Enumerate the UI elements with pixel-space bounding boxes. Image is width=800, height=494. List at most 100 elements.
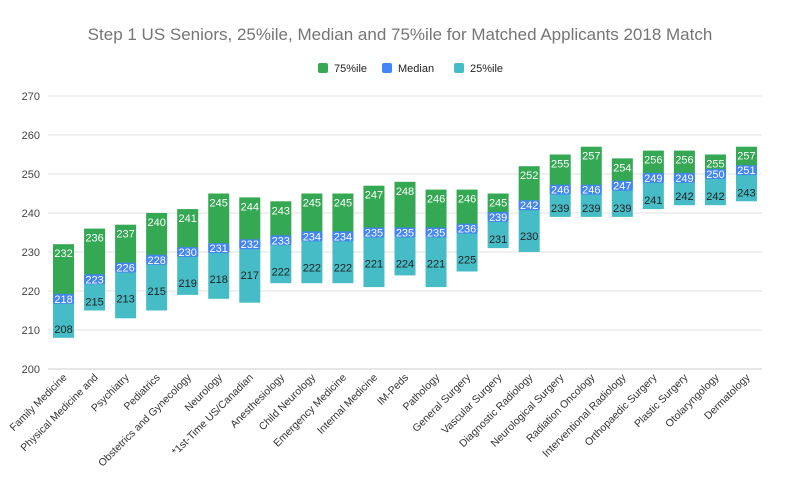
bar-25pct (115, 267, 137, 319)
bar-group: 245 239 231 (487, 193, 509, 249)
label-75pct: 246 (458, 194, 476, 206)
label-25pct: 215 (147, 286, 165, 298)
label-median: 242 (520, 200, 538, 212)
bar-group: 236 223 215 (84, 228, 106, 311)
bar-25pct (735, 170, 757, 202)
label-median: 251 (737, 165, 755, 177)
bar-75pct (115, 224, 137, 268)
bar-group: 252 242 230 (518, 166, 540, 252)
label-25pct: 239 (582, 203, 600, 215)
bar-median (425, 227, 447, 238)
label-25pct: 221 (427, 259, 445, 271)
bar-median (580, 184, 602, 195)
bar-75pct (549, 154, 571, 190)
x-tick-label: Otolaryngology (663, 371, 722, 430)
label-median: 247 (613, 181, 631, 193)
bar-25pct (425, 232, 447, 288)
bar-median (332, 231, 354, 242)
label-75pct: 257 (582, 151, 600, 163)
bar-25pct (332, 236, 354, 284)
bar-median (549, 184, 571, 195)
bar-median (518, 200, 540, 211)
bar-75pct (673, 150, 695, 178)
bar-25pct (146, 259, 168, 311)
label-25pct: 242 (706, 191, 724, 203)
bar-25pct (208, 248, 230, 299)
label-25pct: 231 (489, 234, 507, 246)
bar-75pct (456, 189, 478, 229)
bar-75pct (611, 158, 633, 186)
bar-median (735, 165, 757, 176)
label-75pct: 247 (365, 190, 383, 202)
bar-median (301, 231, 323, 242)
label-median: 249 (675, 173, 693, 185)
label-75pct: 245 (489, 198, 507, 210)
bar-25pct (580, 189, 602, 217)
bar-25pct (456, 228, 478, 272)
label-25pct: 243 (737, 187, 755, 199)
bar-group: 246 235 221 (425, 189, 447, 288)
y-tick-label: 250 (22, 169, 40, 181)
label-25pct: 208 (54, 324, 72, 336)
label-75pct: 255 (706, 159, 724, 171)
bar-median (115, 262, 137, 273)
bar-75pct (642, 150, 664, 178)
label-75pct: 241 (179, 213, 197, 225)
legend-swatch (318, 63, 328, 73)
label-75pct: 246 (427, 194, 445, 206)
label-25pct: 222 (272, 266, 290, 278)
bar-median (239, 239, 261, 250)
label-75pct: 236 (85, 233, 103, 245)
bar-25pct (394, 232, 416, 276)
bar-group: 256 249 241 (642, 150, 664, 210)
label-median: 231 (210, 243, 228, 255)
bar-group: 245 234 222 (301, 193, 323, 284)
bar-75pct (270, 201, 292, 241)
label-median: 249 (644, 173, 662, 185)
bar-group: 257 251 243 (735, 146, 757, 202)
label-25pct: 217 (241, 270, 259, 282)
legend-swatch (454, 63, 464, 73)
bar-group: 248 235 224 (394, 181, 416, 276)
bar-median (394, 227, 416, 238)
bar-median (84, 274, 106, 285)
label-75pct: 237 (116, 229, 134, 241)
legend-label: Median (398, 63, 434, 75)
bar-group: 257 246 239 (580, 146, 602, 217)
label-median: 233 (272, 235, 290, 247)
label-75pct: 245 (210, 198, 228, 210)
bar-75pct (363, 185, 385, 233)
label-75pct: 232 (54, 248, 72, 260)
label-median: 236 (458, 224, 476, 236)
bar-group: 245 234 222 (332, 193, 354, 284)
bar-75pct (518, 166, 540, 206)
label-median: 226 (116, 263, 134, 275)
bar-75pct (84, 228, 106, 280)
label-75pct: 254 (613, 162, 631, 174)
label-75pct: 243 (272, 205, 290, 217)
bar-75pct (53, 244, 75, 299)
label-75pct: 245 (303, 198, 321, 210)
label-median: 250 (706, 169, 724, 181)
bar-median (270, 235, 292, 246)
bar-median (642, 172, 664, 183)
bar-25pct (301, 236, 323, 284)
label-75pct: 240 (147, 217, 165, 229)
bar-group: 232 218 208 (53, 244, 75, 338)
bar-group: 245 231 218 (208, 193, 230, 299)
bar-group: 255 246 239 (549, 154, 571, 217)
bar-group: 244 232 217 (239, 197, 261, 303)
label-median: 223 (85, 274, 103, 286)
label-75pct: 248 (396, 186, 414, 198)
bar-25pct (518, 205, 540, 252)
bar-25pct (487, 216, 509, 249)
bar-25pct (704, 174, 726, 206)
bar-25pct (177, 252, 199, 295)
label-median: 239 (489, 212, 507, 224)
bar-median (208, 243, 230, 254)
bar-median (53, 293, 75, 304)
label-75pct: 256 (675, 155, 693, 167)
bar-median (704, 169, 726, 179)
